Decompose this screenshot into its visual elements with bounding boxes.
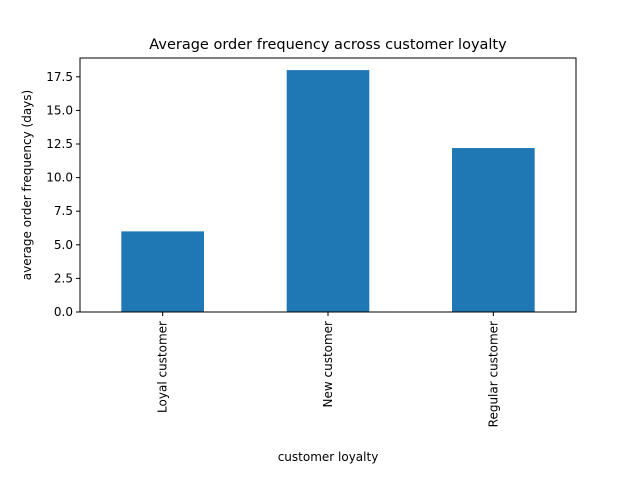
y-tick-label: 2.5 <box>54 271 73 285</box>
y-tick-label: 5.0 <box>54 238 73 252</box>
x-tick-label: New customer <box>321 321 335 408</box>
plot-area-frame <box>79 57 577 313</box>
chart-title: Average order frequency across customer … <box>149 37 507 53</box>
y-tick-label: 15.0 <box>46 103 73 117</box>
bar-new-customer <box>286 70 370 312</box>
y-tick-label: 17.5 <box>46 70 73 84</box>
y-tick-label: 10.0 <box>46 171 73 185</box>
y-axis-label: average order frequency (days) <box>20 90 34 280</box>
bar-loyal-customer <box>121 231 204 312</box>
x-axis-ticks: Loyal customer New customer Regular custom… <box>156 312 500 427</box>
y-tick-label: 0.0 <box>54 305 73 319</box>
y-axis-ticks: 0.0 2.5 5.0 7.5 10.0 12.5 15.0 17.5 <box>46 70 80 319</box>
y-tick-label: 12.5 <box>46 137 73 151</box>
bars-group <box>121 70 535 312</box>
x-tick-label: Loyal customer <box>156 321 170 413</box>
y-tick-label: 7.5 <box>54 204 73 218</box>
bar-regular-customer <box>452 148 535 312</box>
x-tick-label: Regular customer <box>486 321 500 427</box>
x-axis-label: customer loyalty <box>278 450 379 464</box>
